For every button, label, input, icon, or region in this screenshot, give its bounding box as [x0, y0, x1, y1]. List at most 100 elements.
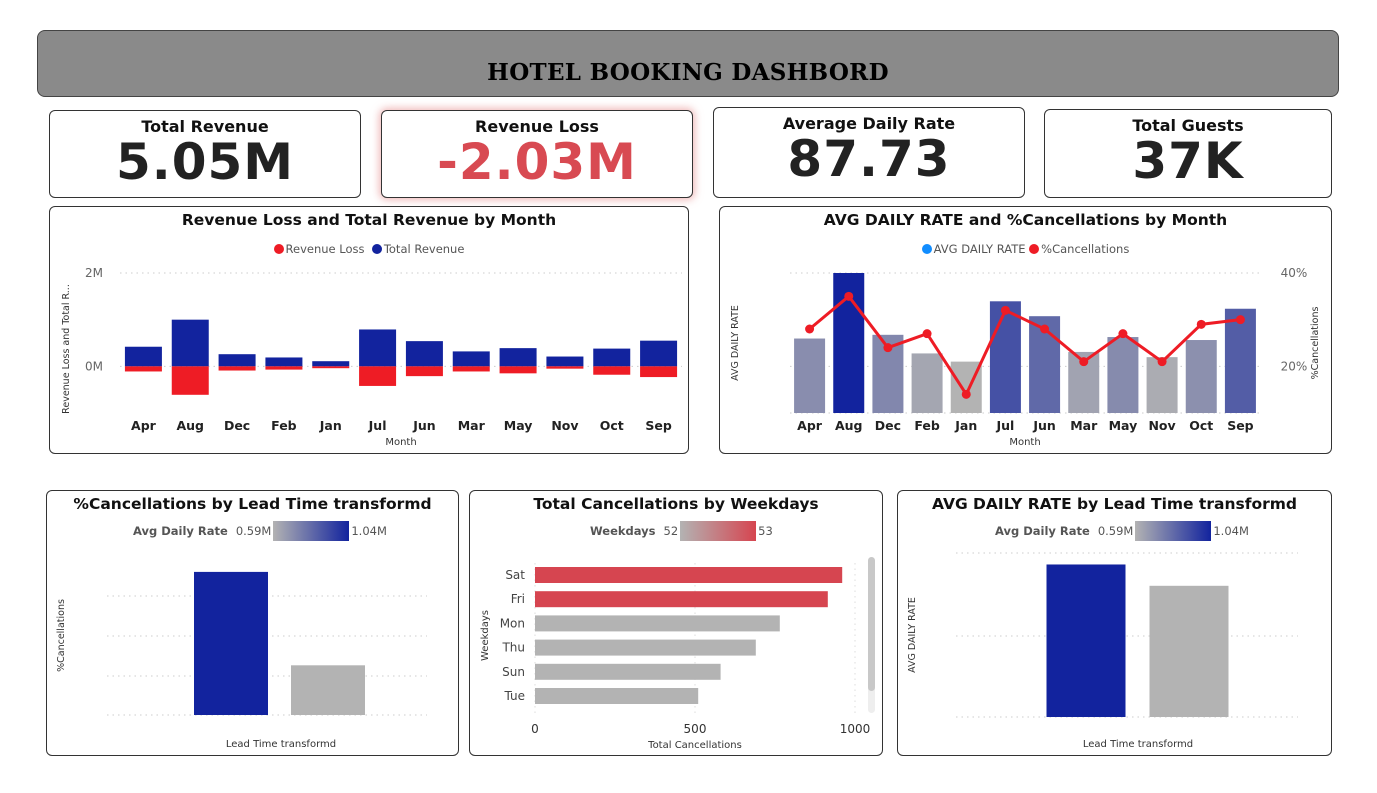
x-axis-label: Lead Time transformd: [226, 739, 336, 750]
legend-dot-red: [273, 244, 284, 254]
dashboard-title: HOTEL BOOKING DASHBORD: [487, 59, 889, 86]
adr-cancellations-by-month-chart[interactable]: AVG DAILY RATE and %Cancellations by Mon…: [719, 206, 1332, 454]
point-cancellations: [1196, 319, 1206, 329]
bar-avg-daily-rate: [911, 353, 943, 413]
y2-tick-label: 40%: [1281, 266, 1308, 280]
x-tick-label: Sep: [645, 418, 671, 433]
bar-cancellations: [194, 571, 268, 715]
x-tick-label: May: [504, 418, 533, 433]
kpi-total-revenue[interactable]: Total Revenue 5.05M: [49, 110, 361, 198]
bar-weekday-cancellations: [535, 615, 780, 632]
color-legend-max: 1.04M: [351, 524, 387, 538]
x-tick-label: Aug: [176, 418, 204, 433]
x-tick-label: Jan: [319, 418, 342, 433]
scrollbar-thumb: [868, 557, 875, 691]
y-tick-label: Sun: [502, 665, 525, 679]
x-tick-label: 500: [684, 722, 707, 736]
bar-avg-daily-rate: [1046, 564, 1126, 717]
chart-title: AVG DAILY RATE and %Cancellations by Mon…: [823, 211, 1228, 229]
bar-revenue-loss: [640, 366, 678, 378]
y-tick-label: 2M: [85, 266, 103, 280]
bar-cancellations: [291, 665, 365, 715]
kpi-value: -2.03M: [437, 133, 637, 191]
legend-item: Total Revenue: [383, 242, 465, 256]
y-tick-label: Fri: [511, 592, 525, 606]
chart-title: AVG DAILY RATE by Lead Time transformd: [932, 495, 1297, 513]
y-tick-label: Mon: [500, 616, 525, 630]
bar-avg-daily-rate: [1149, 585, 1229, 717]
adr-lead-time-plot: AVG DAILY RATE Lead Time transformd: [907, 552, 1298, 750]
bar-revenue-loss: [546, 366, 584, 369]
bar-revenue-loss: [593, 366, 631, 375]
cancellations-by-lead-time-chart[interactable]: %Cancellations by Lead Time transformd A…: [46, 490, 459, 756]
dashboard-header: HOTEL BOOKING DASHBORD: [37, 30, 1339, 97]
bar-avg-daily-rate: [1224, 308, 1256, 413]
y-axis-label: AVG DAILY RATE: [907, 597, 918, 673]
x-tick-label: Feb: [914, 418, 940, 433]
x-tick-label: Aug: [835, 418, 863, 433]
x-tick-label: Jul: [368, 418, 387, 433]
color-legend-max: 1.04M: [1213, 524, 1249, 538]
kpi-revenue-loss[interactable]: Revenue Loss -2.03M: [381, 110, 693, 198]
revenue-by-month-chart[interactable]: Revenue Loss and Total Revenue by Month …: [49, 206, 689, 454]
revenue-by-month-plot: 2M 0M Revenue Loss and Total R... Apr Aug Dec…: [61, 266, 682, 448]
x-tick-label: Dec: [875, 418, 901, 433]
legend-item: %Cancellations: [1041, 242, 1130, 256]
point-cancellations: [961, 389, 971, 399]
x-tick-label: Apr: [797, 418, 823, 433]
x-tick-label: Apr: [131, 418, 157, 433]
kpi-average-daily-rate[interactable]: Average Daily Rate 87.73: [713, 107, 1025, 198]
color-legend: Avg Daily Rate 0.59M 1.04M: [995, 521, 1249, 541]
chart-legend: Revenue Loss Total Revenue: [50, 242, 688, 256]
kpi-label: Total Guests: [1132, 116, 1244, 135]
bar-total-revenue: [218, 354, 256, 367]
point-cancellations: [1000, 305, 1010, 315]
bar-total-revenue: [359, 329, 397, 367]
bar-avg-daily-rate: [1185, 340, 1217, 413]
bar-total-revenue: [593, 348, 631, 367]
bar-revenue-loss: [452, 366, 490, 372]
bar-weekday-cancellations: [535, 663, 721, 680]
chart-title: %Cancellations by Lead Time transformd: [73, 495, 432, 513]
color-legend-label: Weekdays: [590, 524, 656, 538]
y-tick-label: Thu: [501, 641, 525, 655]
x-tick-label: Dec: [224, 418, 250, 433]
bar-revenue-loss: [265, 366, 303, 370]
point-cancellations: [844, 291, 854, 301]
kpi-total-guests[interactable]: Total Guests 37K: [1044, 109, 1332, 198]
cancellations-by-weekday-chart[interactable]: Total Cancellations by Weekdays Weekdays…: [469, 490, 883, 756]
point-cancellations: [1235, 315, 1245, 325]
adr-by-lead-time-chart[interactable]: AVG DAILY RATE by Lead Time transformd A…: [897, 490, 1332, 756]
legend-dot-navy: [371, 244, 382, 254]
x-tick-label: Mar: [458, 418, 486, 433]
y-axis-label: Weekdays: [480, 610, 491, 661]
bar-avg-daily-rate: [989, 301, 1021, 413]
cancellations-lead-time-plot: %Cancellations Lead Time transformd: [56, 571, 427, 750]
adr-cancellations-plot: 40% 20% AVG DAILY RATE %Cancellations Apr Aug…: [730, 266, 1321, 448]
x-tick-label: Jan: [954, 418, 977, 433]
y-tick-label: 0M: [85, 359, 103, 373]
x-tick-label: Sep: [1227, 418, 1253, 433]
y2-axis-label: %Cancellations: [1310, 307, 1321, 380]
legend-item: AVG DAILY RATE: [933, 242, 1026, 256]
x-axis-label: Lead Time transformd: [1083, 739, 1193, 750]
bar-total-revenue: [405, 341, 443, 367]
color-legend-min: 52: [663, 524, 679, 538]
bar-avg-daily-rate: [794, 338, 826, 413]
bar-revenue-loss: [405, 366, 443, 377]
x-tick-label: Oct: [1189, 418, 1213, 433]
point-cancellations: [1040, 324, 1050, 334]
x-tick-label: Jun: [412, 418, 435, 433]
color-legend-max: 53: [758, 524, 773, 538]
color-legend-min: 0.59M: [235, 524, 272, 538]
y-axis-label: AVG DAILY RATE: [730, 305, 741, 381]
color-legend: Avg Daily Rate 0.59M 1.04M: [133, 521, 387, 541]
y-tick-label: Tue: [504, 689, 526, 703]
color-legend: Weekdays 52 53: [590, 521, 773, 541]
bar-total-revenue: [124, 346, 162, 367]
color-legend-label: Avg Daily Rate: [995, 524, 1090, 538]
bar-total-revenue: [640, 340, 678, 367]
x-tick-label: 1000: [840, 722, 871, 736]
chart-legend: AVG DAILY RATE %Cancellations: [720, 242, 1331, 256]
bar-total-revenue: [312, 361, 350, 367]
